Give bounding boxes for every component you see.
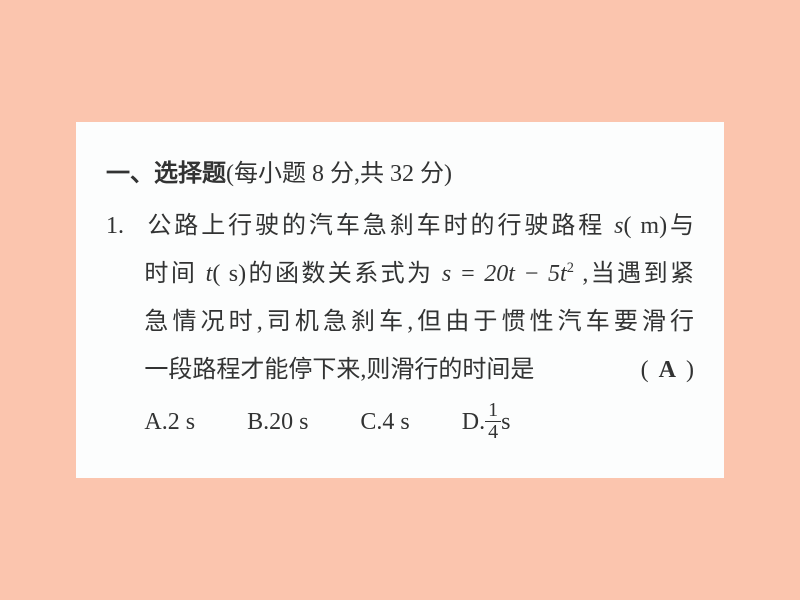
q1-line2: 时间 t( s)的函数关系式为 s = 20t − 5t2 ,当遇到紧 (144, 250, 694, 298)
question-1: 1.公路上行驶的汽车急刹车时的行驶路程 s( m)与 时间 t( s)的函数关系… (106, 202, 694, 446)
q1-line4: 一段路程才能停下来,则滑行的时间是 (A) (144, 346, 694, 394)
section-heading-rest: (每小题 8 分,共 32 分) (226, 161, 452, 187)
section-title: 一、选择题(每小题 8 分,共 32 分) (106, 150, 694, 198)
option-a: A.2 s (144, 398, 195, 446)
section-heading-strong: 一、选择题 (106, 160, 226, 187)
superscript-2: 2 (567, 260, 574, 276)
q1-line1: 1.公路上行驶的汽车急刹车时的行驶路程 s( m)与 (106, 202, 694, 250)
question-number: 1. (106, 202, 144, 250)
option-b: B.20 s (247, 398, 308, 446)
answer-letter: A (649, 357, 686, 383)
option-c: C.4 s (360, 398, 409, 446)
question-body: 时间 t( s)的函数关系式为 s = 20t − 5t2 ,当遇到紧 急情况时… (106, 250, 694, 394)
fraction: 14 (485, 400, 501, 443)
q1-line3: 急情况时,司机急刹车,但由于惯性汽车要滑行 (144, 298, 694, 346)
answer-group: (A) (641, 346, 694, 394)
option-d: D.14s (462, 398, 511, 446)
content-panel: 一、选择题(每小题 8 分,共 32 分) 1.公路上行驶的汽车急刹车时的行驶路… (76, 122, 724, 478)
options-row: A.2 s B.20 s C.4 s D.14s (106, 398, 694, 446)
